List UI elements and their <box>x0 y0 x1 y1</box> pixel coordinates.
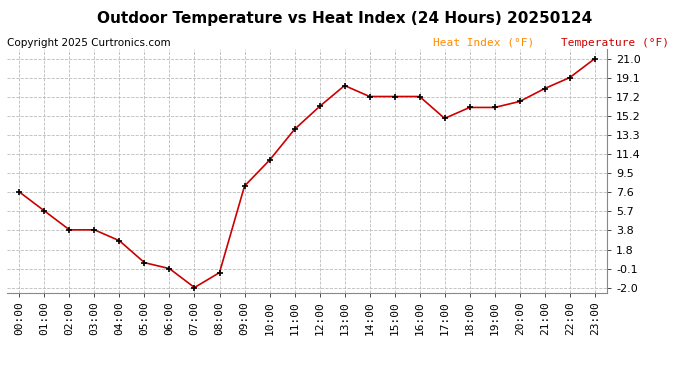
Text: Copyright 2025 Curtronics.com: Copyright 2025 Curtronics.com <box>7 38 170 48</box>
Text: Heat Index (°F): Heat Index (°F) <box>433 38 535 48</box>
Text: Temperature (°F): Temperature (°F) <box>561 38 669 48</box>
Text: Outdoor Temperature vs Heat Index (24 Hours) 20250124: Outdoor Temperature vs Heat Index (24 Ho… <box>97 11 593 26</box>
